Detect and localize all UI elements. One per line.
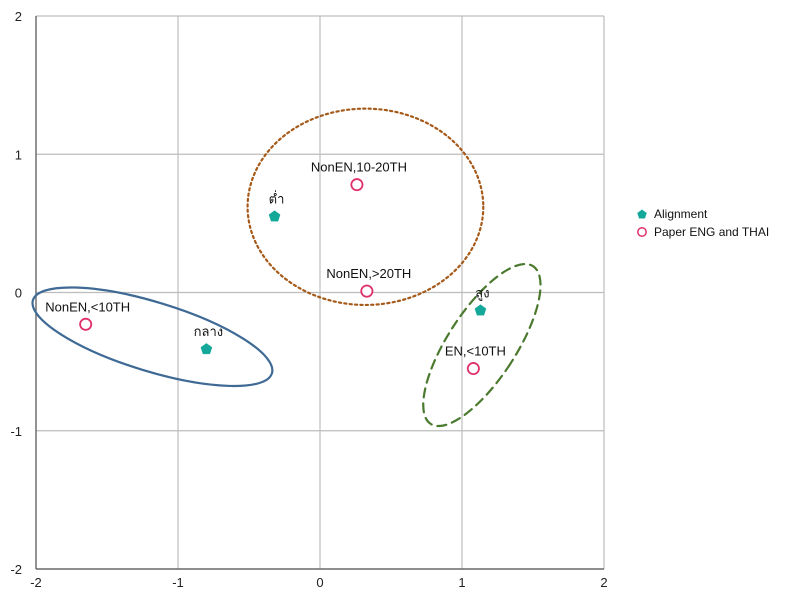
point-1-2 <box>200 343 213 355</box>
point-1-1 <box>268 210 281 222</box>
y-tick-label-2: 0 <box>15 286 22 301</box>
point-label-1-2: กลาง <box>194 324 224 339</box>
point-2-3 <box>79 317 93 331</box>
annotation-ellipse-dashed <box>422 262 542 428</box>
point-2-2 <box>360 284 374 298</box>
legend-item-1: Alignment <box>636 205 769 223</box>
annotation-ellipses <box>31 107 542 428</box>
circle-marker-icon <box>637 227 647 237</box>
x-tick-label-1: -1 <box>172 575 184 590</box>
annotation-ellipse-dotted <box>246 107 485 307</box>
point-label-1-3: สูง <box>475 285 489 301</box>
point-2-1 <box>350 178 364 192</box>
point-2-4 <box>466 362 480 376</box>
y-tick-label-1: 1 <box>15 147 22 162</box>
point-label-2-3: NonEN,<10TH <box>45 299 130 314</box>
y-tick-label-0: 2 <box>15 9 22 24</box>
point-label-2-4: EN,<10TH <box>445 344 506 359</box>
y-tick-label-3: -1 <box>10 424 22 439</box>
point-1-3 <box>474 304 487 316</box>
x-tick-label-4: 2 <box>600 575 607 590</box>
legend: Alignment Paper ENG and THAI <box>636 205 769 241</box>
legend-label: Alignment <box>654 207 708 221</box>
x-tick-label-0: -2 <box>30 575 42 590</box>
data-points <box>79 178 487 376</box>
point-label-2-1: NonEN,10-20TH <box>311 160 407 175</box>
x-tick-label-2: 0 <box>316 575 323 590</box>
legend-label: Paper ENG and THAI <box>654 225 770 239</box>
x-tick-label-3: 1 <box>458 575 465 590</box>
grid-lines <box>35 15 605 570</box>
annotation-ellipse-solid <box>31 286 274 388</box>
point-label-1-1: ต่ำ <box>269 190 285 206</box>
tick-labels: -2 -1 0 1 2 2 1 0 -1 -2 <box>10 9 607 590</box>
y-tick-label-4: -2 <box>10 562 22 577</box>
pentagon-marker-icon <box>637 209 647 219</box>
point-label-2-2: NonEN,>20TH <box>326 266 411 281</box>
legend-item-2: Paper ENG and THAI <box>636 223 769 241</box>
